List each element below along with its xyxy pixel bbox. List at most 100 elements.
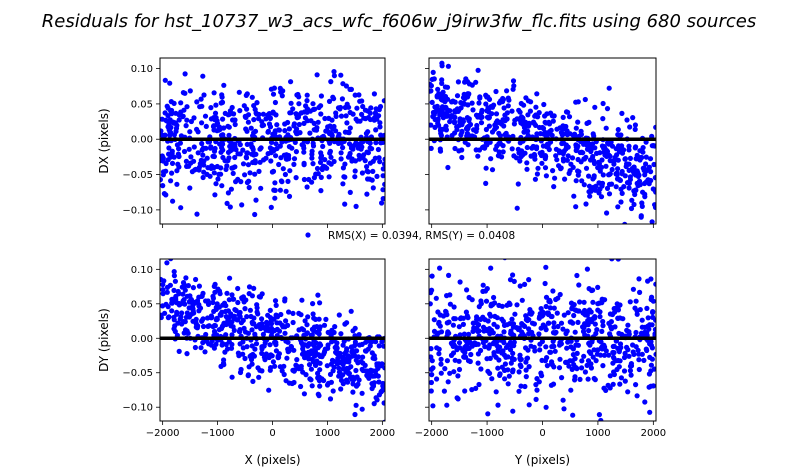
data-point <box>649 322 655 328</box>
data-point <box>247 353 253 359</box>
data-point <box>437 323 443 329</box>
data-point <box>312 362 318 368</box>
data-point <box>491 102 497 108</box>
data-point <box>210 299 216 306</box>
data-point <box>279 179 285 185</box>
data-point <box>301 120 307 126</box>
data-point <box>590 299 596 305</box>
data-point <box>588 350 594 356</box>
data-point <box>606 320 612 326</box>
data-point <box>231 111 237 117</box>
data-point <box>261 343 267 349</box>
data-point <box>627 299 633 305</box>
data-point <box>236 89 242 95</box>
data-point <box>171 100 177 106</box>
data-point <box>443 309 449 315</box>
data-point <box>533 104 539 110</box>
data-point <box>497 133 503 139</box>
data-point <box>348 308 354 314</box>
data-point <box>187 88 193 94</box>
data-point <box>483 165 489 171</box>
data-point <box>194 298 201 304</box>
data-point <box>526 326 532 332</box>
data-point <box>248 141 254 147</box>
data-point <box>619 171 625 177</box>
panel-dy-vs-x: −2000 −1000 0 1000 2000 −0.10 −0.05 0.00 0.05 0.1… <box>97 258 395 467</box>
data-point <box>370 158 376 164</box>
data-point <box>579 365 585 371</box>
data-point <box>220 323 226 329</box>
data-point <box>211 345 217 351</box>
data-point <box>499 303 505 309</box>
data-point <box>431 76 437 82</box>
data-point <box>169 308 175 314</box>
data-point <box>538 370 544 376</box>
data-point <box>323 128 329 134</box>
data-point <box>570 164 576 170</box>
data-point <box>564 132 571 138</box>
data-point <box>610 343 616 350</box>
data-point <box>489 167 496 173</box>
data-point <box>485 368 491 374</box>
data-point <box>267 115 273 122</box>
data-point <box>627 124 633 130</box>
data-point <box>532 348 538 354</box>
data-point <box>486 105 493 111</box>
data-point <box>230 117 236 123</box>
data-point <box>465 142 471 148</box>
data-point <box>519 148 525 154</box>
x-tick-label: −2000 <box>415 428 449 439</box>
data-point <box>282 330 288 336</box>
data-point <box>311 175 317 181</box>
data-point <box>429 122 434 128</box>
data-point <box>320 143 326 149</box>
data-point <box>208 105 214 111</box>
data-point <box>604 153 610 159</box>
data-point <box>212 145 218 152</box>
data-point <box>440 89 446 95</box>
data-point <box>196 283 202 289</box>
data-point <box>286 309 292 315</box>
data-point <box>434 376 440 382</box>
data-point <box>343 113 349 119</box>
data-point <box>160 177 163 183</box>
data-point <box>304 330 310 336</box>
data-point <box>379 361 385 367</box>
data-point <box>567 319 573 325</box>
data-point <box>160 132 166 138</box>
data-point <box>596 190 602 196</box>
data-point <box>316 316 322 322</box>
data-point <box>649 345 656 351</box>
data-point <box>262 357 268 363</box>
data-point <box>318 111 324 117</box>
data-point <box>181 330 187 336</box>
data-point <box>557 291 563 298</box>
data-point <box>223 314 229 320</box>
data-point <box>340 361 346 368</box>
data-point <box>267 342 273 348</box>
data-point <box>605 382 611 388</box>
data-point <box>315 375 321 381</box>
data-point <box>184 104 190 110</box>
data-point <box>476 381 482 388</box>
data-point <box>272 298 279 304</box>
data-point <box>213 115 219 121</box>
data-point <box>509 108 515 114</box>
data-point <box>434 103 440 109</box>
data-point <box>631 164 637 170</box>
data-point <box>189 297 195 304</box>
data-point <box>551 320 557 326</box>
data-point <box>220 147 226 153</box>
data-point <box>634 393 640 399</box>
data-point <box>219 99 226 105</box>
data-point <box>283 188 289 194</box>
data-point <box>566 114 573 120</box>
data-point <box>438 370 444 376</box>
data-point <box>273 153 279 159</box>
data-point <box>631 201 637 208</box>
data-point <box>338 386 344 392</box>
data-point <box>373 127 379 133</box>
data-point <box>200 340 206 346</box>
data-point <box>268 352 274 358</box>
data-point <box>554 310 560 316</box>
